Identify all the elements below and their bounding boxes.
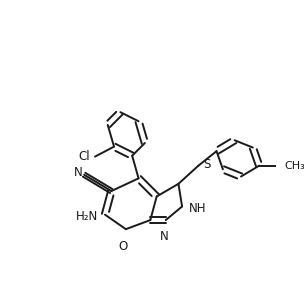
Text: Cl: Cl: [78, 150, 90, 163]
Text: H₂N: H₂N: [75, 210, 98, 223]
Text: CH₃: CH₃: [285, 161, 304, 171]
Text: O: O: [119, 240, 128, 253]
Text: NH: NH: [189, 202, 207, 215]
Text: S: S: [203, 158, 210, 171]
Text: N: N: [160, 230, 168, 243]
Text: N: N: [73, 166, 82, 179]
